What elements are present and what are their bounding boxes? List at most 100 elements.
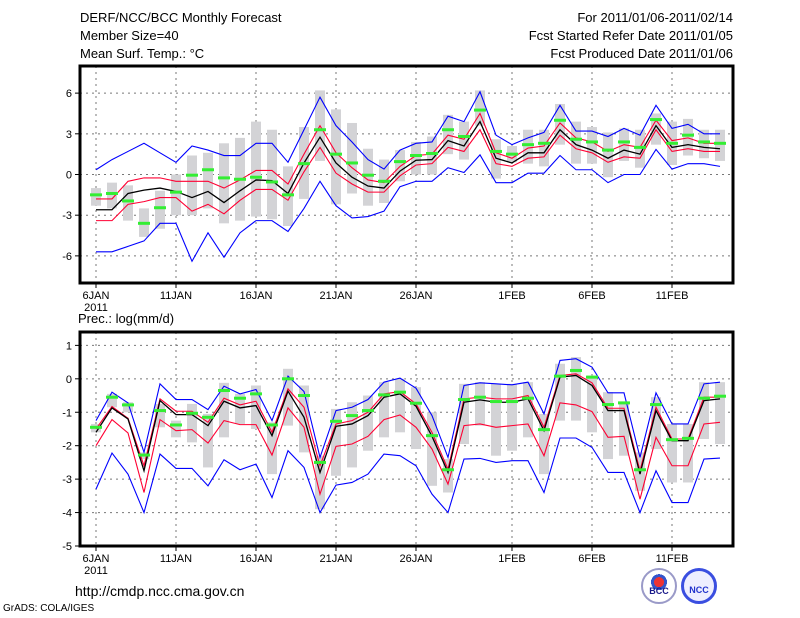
bcc-logo-text: BCC bbox=[649, 586, 669, 596]
year-label: 2011 bbox=[84, 565, 108, 577]
marker-bar bbox=[394, 390, 406, 394]
ensemble-range-box bbox=[491, 139, 501, 179]
marker-bar bbox=[266, 180, 278, 184]
ensemble-range-box bbox=[619, 402, 629, 456]
series-line-mean bbox=[96, 120, 721, 211]
marker-bar bbox=[634, 145, 646, 149]
marker-bar bbox=[394, 160, 406, 164]
x-tick-label: 26JAN bbox=[399, 290, 432, 302]
x-tick-label: 1FEB bbox=[498, 553, 526, 565]
x-tick-label: 11JAN bbox=[160, 553, 192, 565]
marker-bar bbox=[602, 148, 614, 152]
marker-bar bbox=[314, 460, 326, 464]
marker-bar bbox=[154, 206, 166, 210]
ensemble-range-box bbox=[539, 413, 549, 475]
marker-bar bbox=[170, 423, 182, 427]
marker-bar bbox=[138, 453, 150, 457]
ensemble-range-box bbox=[715, 129, 725, 161]
marker-bar bbox=[250, 392, 262, 396]
x-tick-label: 6JAN bbox=[83, 290, 110, 302]
marker-bar bbox=[570, 137, 582, 141]
ensemble-range-box bbox=[331, 408, 341, 476]
ensemble-range-box bbox=[107, 182, 117, 209]
ncc-logo-text: NCC bbox=[689, 585, 709, 595]
ensemble-range-box bbox=[475, 382, 485, 426]
ensemble-range-box bbox=[523, 382, 533, 438]
marker-bar bbox=[202, 168, 214, 172]
ensemble-range-box bbox=[667, 423, 677, 483]
bcc-logo: BCC bbox=[641, 568, 677, 604]
y-tick-label: -2 bbox=[62, 441, 72, 453]
ensemble-range-box bbox=[203, 152, 213, 209]
website-url[interactable]: http://cmdp.ncc.cma.gov.cn bbox=[75, 583, 245, 599]
marker-bar bbox=[538, 141, 550, 145]
marker-bar bbox=[522, 143, 534, 147]
x-tick-label: 26JAN bbox=[399, 553, 432, 565]
ensemble-range-box bbox=[443, 114, 453, 155]
ensemble-range-box bbox=[267, 422, 277, 475]
marker-bar bbox=[490, 149, 502, 153]
y-tick-label: 1 bbox=[66, 340, 72, 352]
marker-bar bbox=[538, 428, 550, 432]
marker-bar bbox=[650, 403, 662, 407]
marker-bar bbox=[314, 128, 326, 132]
marker-bar bbox=[282, 377, 294, 381]
marker-bar bbox=[666, 141, 678, 145]
marker-bar bbox=[106, 191, 118, 195]
ensemble-range-box bbox=[187, 155, 197, 216]
marker-bar bbox=[154, 409, 166, 413]
marker-bar bbox=[410, 154, 422, 158]
ensemble-range-box bbox=[155, 403, 165, 428]
y-tick-label: -3 bbox=[62, 210, 72, 222]
ensemble-range-box bbox=[107, 393, 117, 408]
ensemble-range-box bbox=[699, 129, 709, 159]
marker-bar bbox=[682, 436, 694, 440]
member-size-label: Member Size=40 bbox=[80, 28, 179, 43]
marker-bar bbox=[634, 468, 646, 472]
marker-bar bbox=[570, 368, 582, 372]
ensemble-range-box bbox=[571, 121, 581, 164]
ensemble-range-box bbox=[459, 121, 469, 160]
marker-bar bbox=[234, 177, 246, 181]
marker-bar bbox=[362, 173, 374, 177]
series-line-min bbox=[95, 437, 721, 515]
marker-bar bbox=[378, 393, 390, 397]
ensemble-range-box bbox=[379, 382, 389, 438]
marker-bar bbox=[410, 401, 422, 405]
ensemble-range-box bbox=[603, 132, 613, 178]
ensemble-range-box bbox=[235, 393, 245, 424]
marker-bar bbox=[650, 118, 662, 122]
series-line-min bbox=[96, 148, 721, 263]
ensemble-range-box bbox=[267, 129, 277, 220]
ensemble-range-box bbox=[683, 423, 693, 483]
ensemble-range-box bbox=[699, 382, 709, 439]
x-tick-label: 21JAN bbox=[319, 553, 352, 565]
ensemble-range-box bbox=[203, 413, 213, 468]
marker-bar bbox=[218, 389, 230, 393]
x-tick-label: 16JAN bbox=[239, 553, 272, 565]
x-tick-label: 16JAN bbox=[239, 290, 272, 302]
ensemble-range-box bbox=[459, 383, 469, 445]
marker-bar bbox=[586, 140, 598, 144]
ensemble-range-box bbox=[411, 387, 421, 450]
ensemble-range-box bbox=[363, 148, 373, 206]
year-label: 2011 bbox=[84, 302, 108, 314]
y-tick-label: 6 bbox=[66, 88, 72, 100]
ensemble-range-box bbox=[491, 383, 501, 456]
series-line-max bbox=[95, 358, 721, 460]
y-tick-label: -1 bbox=[62, 407, 72, 419]
ensemble-range-box bbox=[715, 382, 725, 445]
series-line-mean bbox=[95, 374, 721, 475]
marker-bar bbox=[490, 400, 502, 404]
ensemble-range-box bbox=[507, 383, 517, 451]
marker-bar bbox=[234, 396, 246, 400]
marker-bar bbox=[186, 173, 198, 177]
ensemble-range-box bbox=[219, 143, 229, 224]
precip-chart-title: Prec.: log(mm/d) bbox=[78, 311, 175, 326]
ensemble-range-box bbox=[603, 392, 613, 460]
marker-bar bbox=[618, 140, 630, 144]
ensemble-range-box bbox=[251, 121, 261, 217]
marker-bar bbox=[90, 425, 102, 429]
marker-bar bbox=[666, 438, 678, 442]
ensemble-range-box bbox=[683, 118, 693, 156]
